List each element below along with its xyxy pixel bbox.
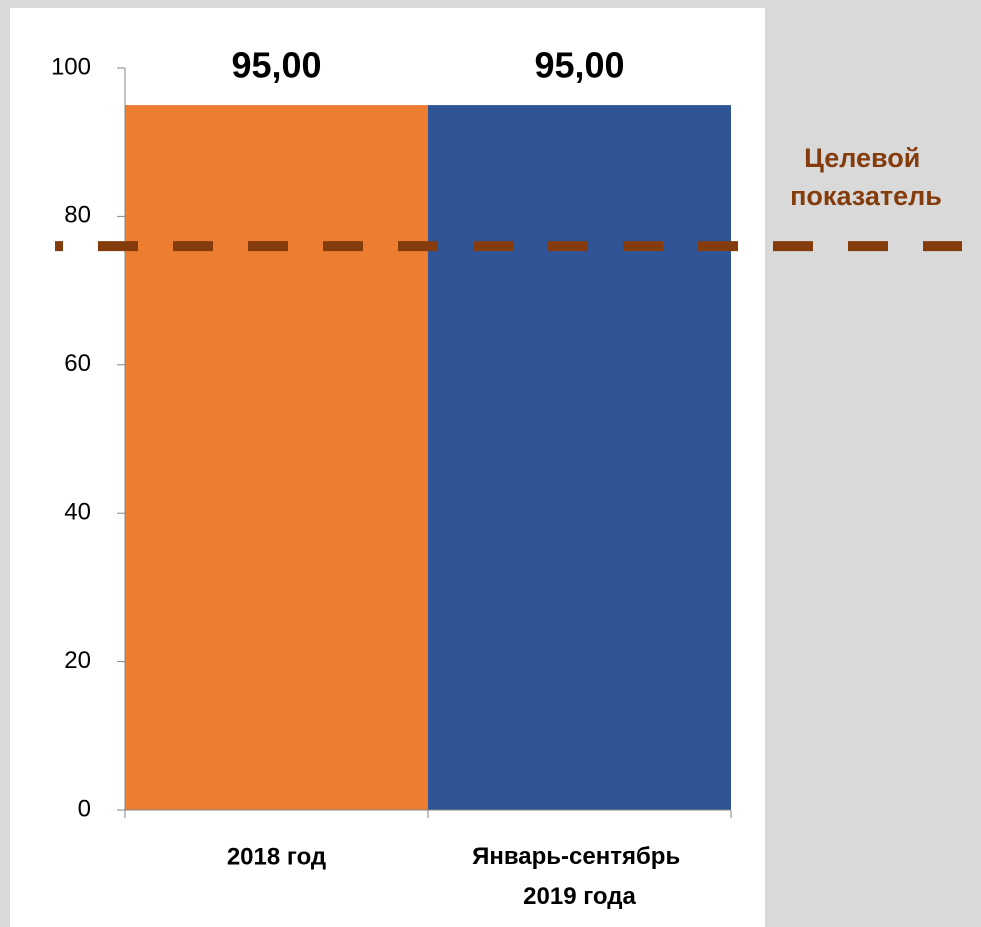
value-label: 95,00	[231, 45, 321, 86]
target-label: Целевой показатель	[790, 143, 942, 211]
bar	[428, 105, 731, 811]
bar	[125, 105, 428, 811]
y-tick-label: 0	[78, 795, 91, 822]
x-tick-label: Январь-сентябрь 2019 года	[472, 843, 687, 910]
x-tick-label: 2018 год	[227, 843, 326, 870]
y-tick-label: 80	[64, 202, 91, 229]
y-tick-label: 40	[64, 499, 91, 526]
y-tick-label: 100	[51, 53, 91, 80]
value-label: 95,00	[534, 45, 624, 86]
y-tick-label: 60	[64, 350, 91, 377]
y-tick-label: 20	[64, 647, 91, 674]
